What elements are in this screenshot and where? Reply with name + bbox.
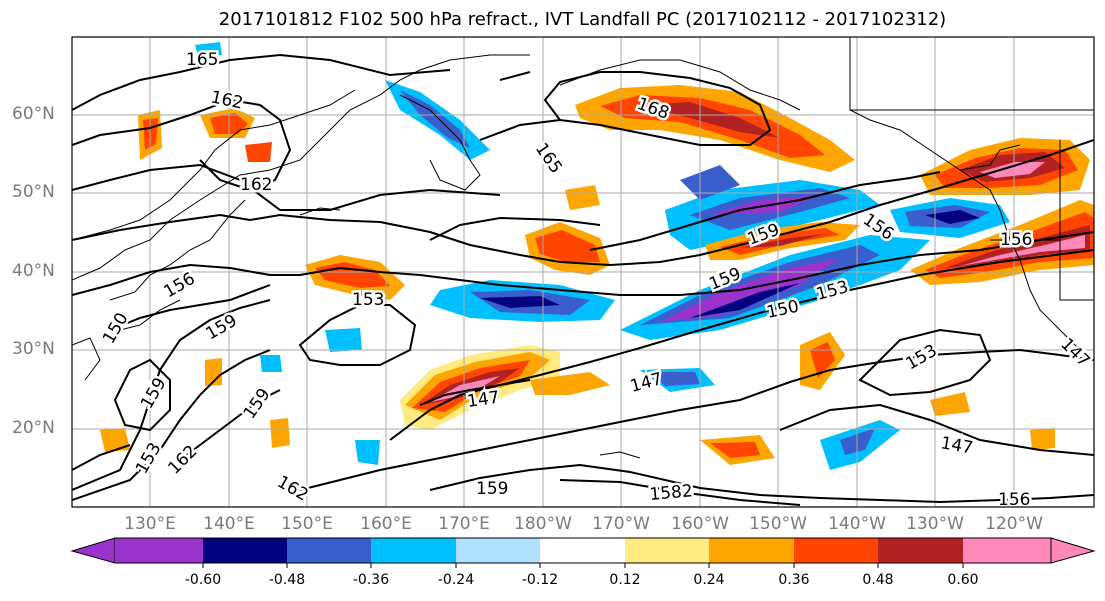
colorbar-segment (287, 538, 371, 563)
ivt-shading (100, 42, 1094, 470)
colorbar-tick-label: 0.60 (947, 572, 979, 588)
colorbar-tick-label: 0.24 (693, 572, 725, 588)
lon-label: 170°E (438, 514, 490, 534)
colorbar-tick-label: -0.60 (184, 572, 222, 588)
lat-label-20n: 20°N (12, 418, 55, 438)
lon-label: 150°W (749, 514, 807, 534)
colorbar-tick-label: 0.48 (862, 572, 894, 588)
colorbar-segment (70, 537, 116, 564)
coastlines (72, 37, 1094, 459)
colorbar-segment (456, 538, 540, 563)
lat-label-50n: 50°N (12, 182, 55, 202)
colorbar-tick-label: 0.36 (778, 572, 810, 588)
contour-label: 1582 (649, 481, 694, 505)
colorbar-tick-label: -0.36 (352, 572, 390, 588)
lon-label: 150°E (281, 514, 333, 534)
colorbar-tick-label: -0.48 (268, 572, 306, 588)
colorbar-segment (963, 538, 1051, 563)
contour-label: 153 (352, 290, 384, 310)
colorbar-segment (709, 538, 794, 563)
graticule (72, 37, 1094, 507)
colorbar-tick-label: -0.24 (437, 572, 475, 588)
contour-label: 159 (476, 479, 508, 499)
lon-label: 180°W (514, 514, 572, 534)
colorbar-segment (540, 538, 625, 563)
map-title: 2017101812 F102 500 hPa refract., IVT La… (218, 9, 947, 30)
contour-label: 156 (998, 490, 1030, 510)
contour-label: 156 (1000, 230, 1032, 250)
lon-label: 160°E (360, 514, 412, 534)
colorbar-segment (115, 538, 203, 563)
colorbar-tick-label: -0.12 (521, 572, 559, 588)
lon-label: 140°E (203, 514, 255, 534)
colorbar-segment (1050, 537, 1096, 564)
lon-label: 160°W (671, 514, 729, 534)
contour-label: 165 (186, 50, 218, 70)
colorbar-segment (878, 538, 963, 563)
lat-label-30n: 30°N (12, 339, 55, 359)
lon-label: 130°E (124, 514, 176, 534)
map-frame (71, 36, 1095, 508)
colorbar-segment (794, 538, 878, 563)
lon-label: 120°W (985, 514, 1043, 534)
lon-label: 170°W (592, 514, 650, 534)
contour-label: 162 (240, 175, 272, 195)
lon-label: 140°W (828, 514, 886, 534)
colorbar-segment (371, 538, 456, 563)
contour-lines (72, 53, 1094, 506)
colorbar-tick-label: 0.12 (609, 572, 641, 588)
lat-label-40n: 40°N (12, 261, 55, 281)
colorbar (70, 537, 1096, 568)
lat-label-60n: 60°N (12, 104, 55, 124)
colorbar-segment (625, 538, 709, 563)
lon-label: 130°W (906, 514, 964, 534)
colorbar-segment (203, 538, 287, 563)
